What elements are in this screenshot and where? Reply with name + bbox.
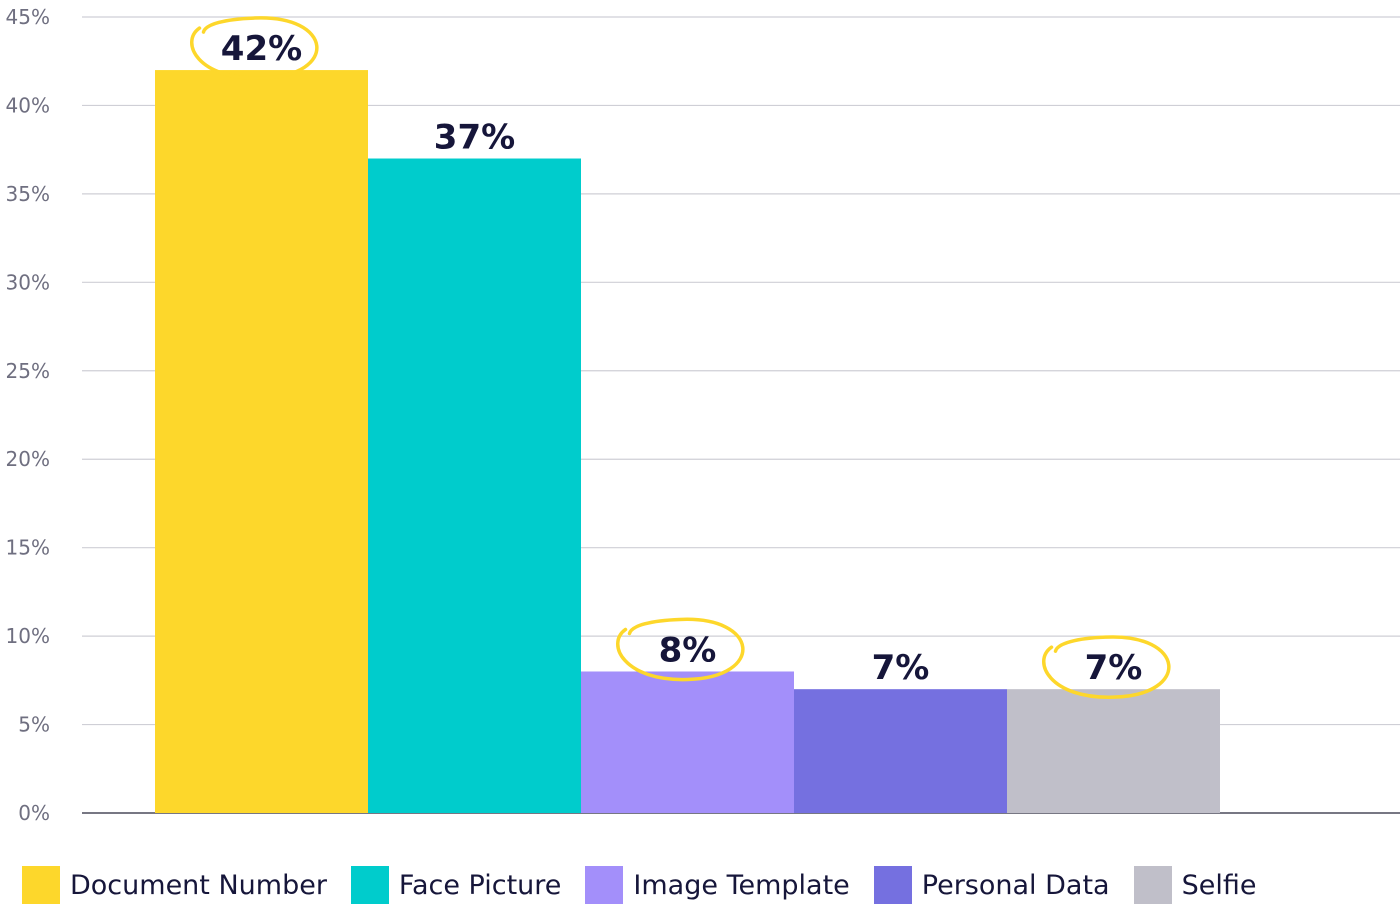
- legend-swatch: [1133, 866, 1172, 904]
- y-tick-label: 20%: [6, 447, 50, 471]
- legend-swatch: [22, 866, 60, 904]
- legend-swatch: [873, 866, 912, 904]
- legend: Document Number Face Picture Image Templat…: [22, 866, 1280, 904]
- y-tick-label: 10%: [6, 624, 50, 648]
- bar: [581, 671, 794, 813]
- data-label: 8%: [659, 630, 717, 670]
- bar: [155, 70, 368, 814]
- data-label: 7%: [872, 648, 930, 688]
- y-tick-label: 45%: [6, 5, 50, 29]
- highlight-circle: [1042, 635, 1171, 699]
- data-label: 42%: [221, 29, 302, 69]
- bar: [794, 689, 1007, 813]
- highlight-circle: [190, 16, 319, 80]
- y-tick-label: 40%: [6, 93, 50, 117]
- data-label: 37%: [434, 118, 515, 158]
- legend-item: Selfie: [1133, 866, 1257, 904]
- legend-label: Image Template: [633, 869, 850, 901]
- legend-item: Image Template: [585, 866, 850, 904]
- legend-label: Face Picture: [398, 869, 562, 901]
- highlight-circle: [616, 617, 745, 682]
- legend-item: Personal Data: [873, 866, 1110, 904]
- legend-label: Document Number: [70, 869, 327, 901]
- legend-item: Face Picture: [350, 866, 562, 904]
- legend-item: Document Number: [22, 866, 327, 904]
- legend-swatch: [350, 866, 389, 904]
- legend-swatch: [585, 866, 624, 904]
- bar: [368, 158, 581, 813]
- y-tick-label: 5%: [18, 713, 50, 737]
- legend-label: Selfie: [1181, 869, 1257, 901]
- y-tick-label: 30%: [6, 270, 50, 294]
- data-label: 7%: [1085, 648, 1143, 688]
- y-tick-label: 35%: [6, 182, 50, 206]
- y-tick-label: 0%: [18, 801, 50, 825]
- bar: [1007, 689, 1220, 813]
- y-tick-label: 25%: [6, 359, 50, 383]
- bar-chart: 0% 5% 10% 15% 20% 25% 30% 35% 40% 45% 42% 37% 8% 7% 7%: [6, 5, 1400, 825]
- legend-label: Personal Data: [921, 869, 1110, 901]
- y-tick-label: 15%: [6, 536, 50, 560]
